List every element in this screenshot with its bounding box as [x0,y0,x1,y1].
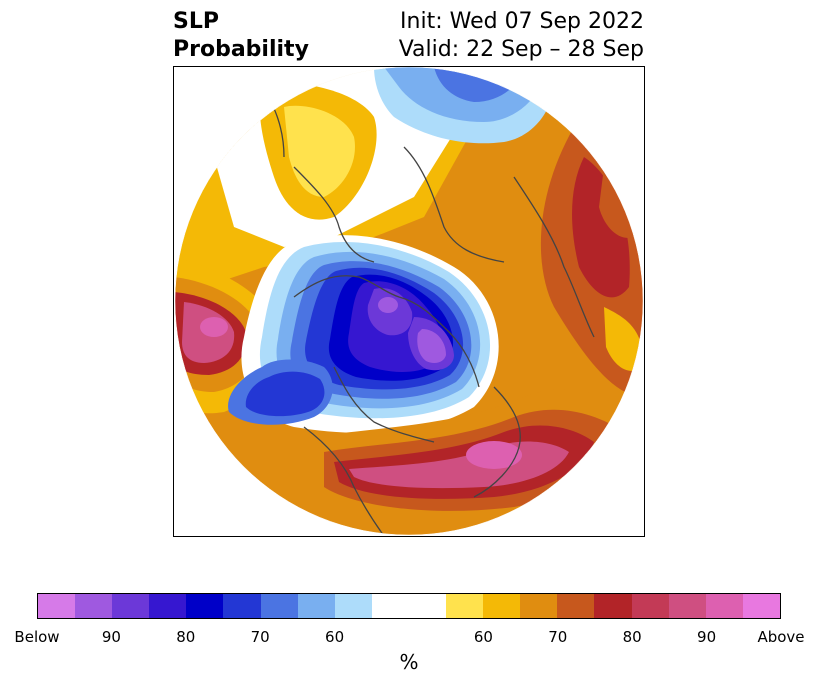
colorbar-cell [223,594,261,618]
colorbar-cell [483,594,521,618]
colorbar-cell [520,594,558,618]
colorbar-cell [631,594,669,618]
colorbar-tick-label: 80 [176,628,196,646]
colorbar-cell [446,594,484,618]
colorbar-cell [668,594,706,618]
colorbar-cell [186,594,224,618]
date-info: Init: Wed 07 Sep 2022 Valid: 22 Sep – 28… [399,8,644,64]
colorbar-cell [38,594,76,618]
colorbar-cell [260,594,298,618]
colorbar-cell [705,594,743,618]
title-probability: Probability [173,37,309,62]
colorbar-cell [334,594,372,618]
map-svg [174,67,644,536]
colorbar-tick-label: 60 [325,628,345,646]
colorbar-cell [75,594,113,618]
colorbar-tick-label: 70 [548,628,568,646]
colorbar-unit-label: % [399,650,419,674]
colorbar-tick-label: 90 [101,628,121,646]
colorbar-cell [557,594,595,618]
colorbar-cell [149,594,187,618]
colorbar-tick-label: 80 [622,628,642,646]
title-slp: SLP [173,9,219,34]
colorbar-cell [408,594,447,618]
colorbar-cell [742,594,780,618]
map-title: SLP Probability [173,8,309,64]
colorbar-tick-label: 60 [473,628,493,646]
colorbar [37,593,781,619]
colorbar-tick-label: 90 [697,628,717,646]
colorbar-cell [594,594,632,618]
valid-range: Valid: 22 Sep – 28 Sep [398,37,644,62]
colorbar-cell [371,594,409,618]
probability-map [173,66,645,537]
colorbar-cell [297,594,335,618]
colorbar-tick-label: 70 [250,628,270,646]
init-date: Init: Wed 07 Sep 2022 [400,9,644,34]
colorbar-tick-label: Above [757,628,805,646]
colorbar-cell [112,594,150,618]
colorbar-tick-label: Below [14,628,60,646]
